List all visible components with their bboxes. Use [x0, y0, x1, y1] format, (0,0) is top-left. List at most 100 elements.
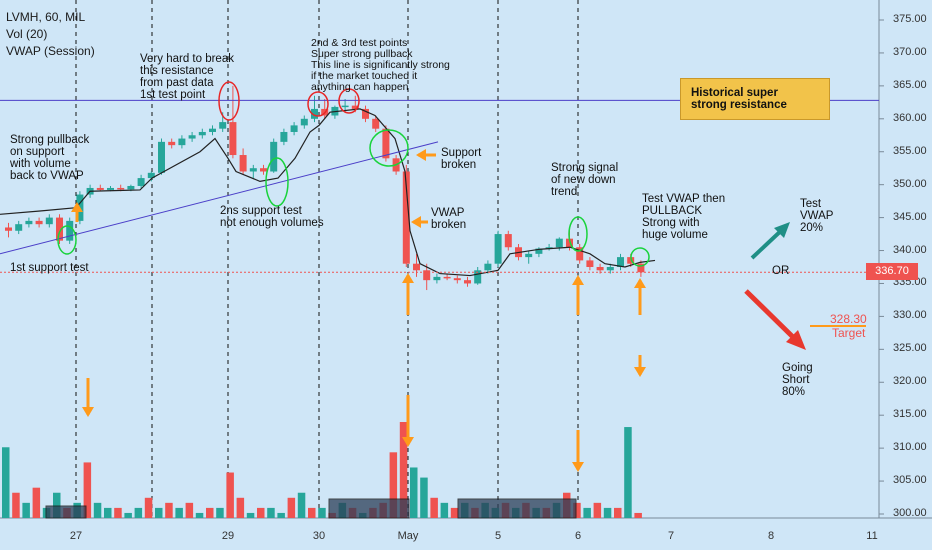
y-tick-label: 355.00 — [893, 144, 927, 157]
chart-symbol: LVMH, 60, MIL — [6, 10, 86, 24]
candle-body — [107, 187, 114, 190]
target-price-value: 328.30 — [830, 312, 867, 326]
annotation-vwap-broken: VWAP broken — [431, 207, 467, 231]
candle-body — [382, 128, 390, 159]
resistance-label: Historical super strong resistance — [691, 87, 787, 111]
volume-bar — [83, 462, 92, 518]
volume-bar — [450, 507, 459, 518]
volume-bar — [185, 502, 194, 518]
candle-body — [596, 267, 604, 271]
x-tick-label: 5 — [494, 530, 502, 542]
candle-body — [494, 234, 502, 264]
candle-body — [35, 220, 43, 225]
arrow-down-volume-4-head — [634, 367, 646, 377]
candle-body — [402, 171, 410, 264]
annotation-first-support: 1st support test — [10, 262, 89, 274]
y-tick-label: 375.00 — [893, 13, 927, 25]
annotations-overlay — [0, 81, 879, 472]
annotation-test-vwap-20: Test VWAP 20% — [800, 198, 834, 234]
volume-bars — [2, 422, 642, 519]
x-tick-label: May — [397, 530, 419, 542]
highlight-second-support — [265, 157, 289, 207]
candle-body — [270, 141, 278, 172]
volume-bar — [22, 502, 30, 518]
volume-block — [45, 505, 87, 519]
volume-bar — [277, 512, 285, 518]
candle-body — [178, 138, 186, 146]
y-tick-label: 320.00 — [893, 375, 927, 388]
forecast-down-head — [786, 330, 806, 350]
candle-body — [158, 141, 165, 173]
candle-body — [117, 187, 125, 190]
candle-body — [56, 217, 63, 241]
x-tick-label: 30 — [312, 530, 326, 542]
candle-body — [5, 227, 12, 231]
candle-body — [464, 280, 471, 284]
y-tick-label: 300.00 — [893, 507, 927, 519]
arrow-up-vwap-test-head — [634, 278, 646, 288]
arrow-left-vwap-broken-head — [411, 216, 421, 228]
volume-bar — [257, 507, 265, 518]
x-tick-label: 29 — [221, 530, 235, 542]
candle-body — [260, 168, 267, 172]
volume-bar — [624, 427, 632, 518]
candle-body — [209, 128, 216, 132]
candle-body — [168, 141, 176, 146]
volume-bar — [12, 492, 20, 518]
candle-body — [617, 257, 624, 267]
y-tick-label: 340.00 — [893, 243, 927, 256]
y-tick-label: 370.00 — [893, 45, 927, 58]
vwap-line — [0, 108, 656, 277]
volume-bar — [195, 512, 204, 518]
candle-body — [239, 155, 247, 172]
candle-body — [341, 105, 349, 108]
forecast-up-shaft — [750, 226, 786, 260]
candle-body — [188, 135, 196, 139]
candle-body — [433, 276, 441, 281]
candle-body — [443, 276, 451, 279]
arrow-up-vwap-break-head — [402, 273, 414, 283]
candle-body — [627, 257, 635, 264]
highlight-down-signal — [568, 216, 588, 252]
volume-bar — [389, 452, 398, 518]
candle-body — [300, 118, 308, 126]
volume-bar — [603, 507, 612, 518]
volume-bar — [287, 497, 296, 518]
forecast-down-shaft — [744, 289, 798, 342]
candle-body — [555, 238, 563, 248]
volume-bar — [165, 502, 173, 518]
x-tick-label: 11 — [866, 530, 878, 542]
volume-bar — [399, 422, 408, 518]
candlesticks — [5, 85, 645, 291]
volume-bar — [155, 507, 163, 518]
annotation-going-short: Going Short 80% — [782, 362, 813, 398]
x-tick-label: 6 — [574, 530, 582, 542]
candle-body — [545, 247, 553, 249]
candle-body — [535, 248, 543, 254]
last-price-badge: 336.70 — [866, 263, 918, 280]
candle-body — [372, 118, 380, 129]
volume-bar — [593, 502, 602, 518]
y-tick-label: 315.00 — [893, 408, 927, 421]
annotation-or: OR — [772, 265, 790, 277]
arrow-down-volume-1-head — [82, 407, 94, 417]
candle-body — [290, 125, 298, 132]
candle-body — [566, 238, 573, 248]
arrow-up-first-pullback-head — [71, 202, 83, 212]
highlight-vwap-test — [630, 247, 650, 267]
x-tick-label: 27 — [69, 530, 83, 542]
annotation-test-points: 2nd & 3rd test points Super strong pullb… — [311, 37, 450, 93]
candle-body — [586, 260, 594, 267]
highlight-first-support — [57, 225, 77, 255]
annotation-second-support: 2ns support test not enough volumes — [220, 205, 324, 229]
annotation-strong-signal: Strong signal of new down trend — [551, 162, 619, 198]
volume-bar — [93, 502, 102, 518]
candle-body — [45, 217, 53, 225]
volume-bar — [216, 507, 224, 518]
y-tick-label: 310.00 — [893, 441, 927, 454]
candle-body — [474, 270, 482, 284]
volume-bar — [318, 507, 326, 518]
volume-bar — [297, 492, 306, 518]
target-price-label: Target — [832, 326, 866, 340]
